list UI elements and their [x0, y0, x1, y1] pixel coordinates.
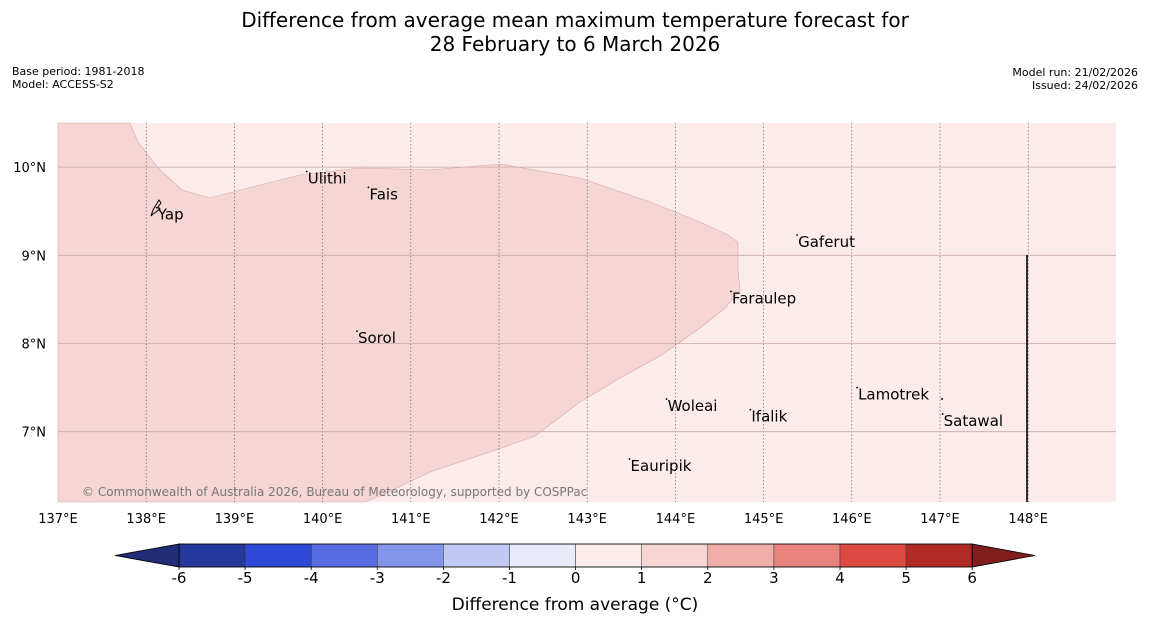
colorbar-tick-label: 2 — [703, 569, 713, 587]
colorbar-tick-label: -5 — [238, 569, 253, 587]
lon-tick-label: 141°E — [391, 512, 431, 527]
colorbar-tick-label: 1 — [637, 569, 647, 587]
lon-tick-label: 139°E — [215, 512, 255, 527]
colorbar-tick-label: -4 — [304, 569, 319, 587]
place-label: Yap — [157, 206, 184, 224]
colorbar-segment — [244, 543, 312, 568]
lon-tick-label: 137°E — [38, 512, 78, 527]
colorbar-segment — [641, 543, 709, 568]
colorbar-segment — [839, 543, 907, 568]
colorbar-segment — [575, 543, 642, 568]
islet-marker — [941, 398, 943, 400]
lon-tick-label: 147°E — [920, 512, 960, 527]
place-faraulep: Faraulep — [730, 289, 796, 307]
place-label: Woleai — [668, 397, 718, 415]
lon-tick-label: 145°E — [744, 512, 784, 527]
model-run: Model run: 21/02/2026 — [1012, 66, 1138, 79]
colorbar-segment — [905, 543, 973, 568]
place-yap: Yap — [155, 206, 184, 224]
colorbar-tick-label: 0 — [571, 569, 581, 587]
graticule — [58, 123, 1116, 502]
lat-tick-label: 10°N — [13, 161, 46, 176]
place-label: Satawal — [944, 412, 1003, 430]
colorbar-tick-label: 4 — [835, 569, 845, 587]
place-marker — [305, 170, 308, 173]
place-marker — [856, 386, 858, 389]
lon-tick-label: 142°E — [479, 512, 519, 527]
meta-right: Model run: 21/02/2026 Issued: 24/02/2026 — [1012, 66, 1138, 92]
axis-labels: 137°E 138°E 139°E 140°E 141°E 142°E 143°E 144°E… — [13, 161, 1048, 527]
place-label: Eauripik — [631, 457, 692, 475]
place-fais: Fais — [367, 185, 398, 203]
colorbar-segment — [773, 543, 841, 568]
place-labels: Ulithi Fais Yap Gaferut Faraulep Sorol Lamotre… — [155, 170, 1003, 475]
place-marker — [155, 206, 158, 209]
colorbar-tick-label: -3 — [370, 569, 385, 587]
title-line-1: Difference from average mean maximum tem… — [241, 8, 909, 32]
model-name: Model: ACCESS-S2 — [12, 78, 114, 91]
colorbar-segment — [178, 543, 246, 568]
place-label: Sorol — [358, 329, 396, 347]
issued-date: Issued: 24/02/2026 — [1031, 79, 1138, 92]
lon-tick-label: 144°E — [656, 512, 696, 527]
place-satawal: Satawal — [941, 412, 1003, 430]
place-label: Ifalik — [751, 408, 787, 426]
place-label: Fais — [369, 185, 398, 203]
lon-tick-label: 148°E — [1008, 512, 1048, 527]
place-label: Gaferut — [798, 233, 855, 251]
place-marker — [749, 408, 752, 411]
place-woleai: Woleai — [665, 397, 718, 415]
place-marker — [628, 458, 631, 460]
colorbar-segment — [509, 543, 576, 568]
place-ifalik: Ifalik — [749, 408, 788, 426]
lon-tick-label: 143°E — [567, 512, 607, 527]
colorbar-over-arrow — [971, 543, 1036, 568]
place-label: Ulithi — [308, 170, 347, 188]
colorbar-segment — [310, 543, 378, 568]
colorbar-tick-label: 5 — [901, 569, 911, 587]
copyright-notice: © Commonwealth of Australia 2026, Bureau… — [82, 485, 587, 499]
colorbar-tick-label: 3 — [769, 569, 779, 587]
lat-tick-label: 8°N — [22, 338, 47, 353]
lon-tick-label: 140°E — [303, 512, 343, 527]
place-marker — [941, 413, 944, 415]
title-line-2: 28 February to 6 March 2026 — [429, 32, 721, 56]
place-ulithi: Ulithi — [305, 170, 347, 188]
place-marker — [730, 290, 732, 293]
place-label: Lamotrek — [858, 386, 929, 404]
colorbar-tick-label: -1 — [502, 569, 517, 587]
colorbar-tick-label: -2 — [436, 569, 451, 587]
lon-tick-label: 138°E — [126, 512, 166, 527]
lat-tick-label: 9°N — [22, 249, 47, 264]
colorbar-segment — [443, 543, 510, 568]
meta-left: Base period: 1981-2018 Model: ACCESS-S2 — [12, 65, 144, 91]
place-label: Faraulep — [732, 289, 796, 307]
colorbar-label: Difference from average (°C) — [451, 595, 699, 615]
map-title: Difference from average mean maximum tem… — [0, 8, 1150, 56]
lon-tick-label: 146°E — [832, 512, 872, 527]
place-marker — [356, 330, 358, 333]
colorbar-segment — [377, 543, 444, 568]
lat-tick-label: 7°N — [22, 426, 47, 441]
base-period: Base period: 1981-2018 — [12, 65, 145, 78]
warm-anomaly-region — [57, 122, 741, 503]
place-lamotrek: Lamotrek — [856, 386, 929, 404]
place-marker — [665, 398, 668, 400]
forecast-map: Ulithi Fais Yap Gaferut Faraulep Sorol Lamotre… — [13, 122, 1116, 527]
place-eauripik: Eauripik — [628, 457, 692, 475]
place-marker — [367, 186, 370, 189]
colorbar-segment — [707, 543, 775, 568]
colorbar-tick-label: 6 — [967, 569, 977, 587]
place-sorol: Sorol — [356, 329, 396, 347]
place-marker — [796, 234, 799, 236]
colorbar-under-arrow — [114, 543, 180, 568]
colorbar-tick-label: -6 — [172, 569, 187, 587]
place-gaferut: Gaferut — [796, 233, 855, 251]
